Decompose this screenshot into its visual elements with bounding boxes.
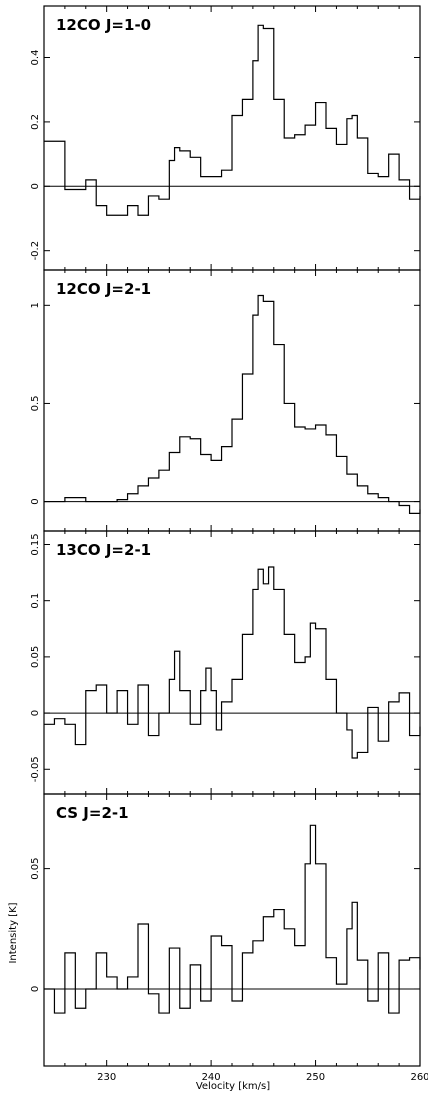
y-tick-label: 0.4 [30,50,41,66]
spectrum-panel-2: 0 0.5 1 12CO J=2-1 [30,269,421,532]
panel-title: 12CO J=2-1 [56,280,151,298]
spectrum-panel-1: -0.2 0 0.2 0.4 12CO J=1-0 [30,5,421,271]
y-tick-label: 0 [30,986,41,992]
panel-title: 12CO J=1-0 [56,16,151,34]
spectrum-panel-4: 0 0.05 CS J=2-1 230 240 250 260 [30,793,428,1083]
y-tick-label: 0.05 [30,857,41,879]
x-tick-label: 250 [306,1072,325,1083]
panel-title: 13CO J=2-1 [56,541,151,559]
x-axis-label: Velocity [km/s] [196,1081,270,1092]
spectrum-trace [44,294,421,514]
x-tick-label: 240 [202,1072,221,1083]
y-axis-label: Intensity [K] [8,902,19,963]
panel-title: CS J=2-1 [56,804,129,822]
y-tick-label: 0 [30,710,41,716]
spectrum-trace [44,824,421,1014]
y-tick-label: 0.1 [30,593,41,609]
y-tick-label: 0.15 [30,533,41,555]
y-tick-label: 0.05 [30,646,41,668]
y-tick-label: 1 [30,302,41,308]
y-tick-label: 0.2 [30,114,41,130]
panel-frame [43,269,421,532]
y-tick-label: -0.05 [30,756,41,782]
x-tick-label: 230 [97,1072,116,1083]
y-tick-label: 0 [30,498,41,504]
y-tick-label: 0 [30,183,41,189]
spectrum-trace [44,566,421,759]
spectrum-panel-3: -0.05 0 0.05 0.1 0.15 13CO J=2-1 [30,530,421,795]
spectrum-trace [44,24,421,216]
panel-frame [43,793,421,1067]
x-tick-label: 260 [410,1072,428,1083]
y-tick-label: 0.5 [30,395,41,411]
panel-frame [43,530,421,795]
y-tick-label: -0.2 [30,241,41,261]
